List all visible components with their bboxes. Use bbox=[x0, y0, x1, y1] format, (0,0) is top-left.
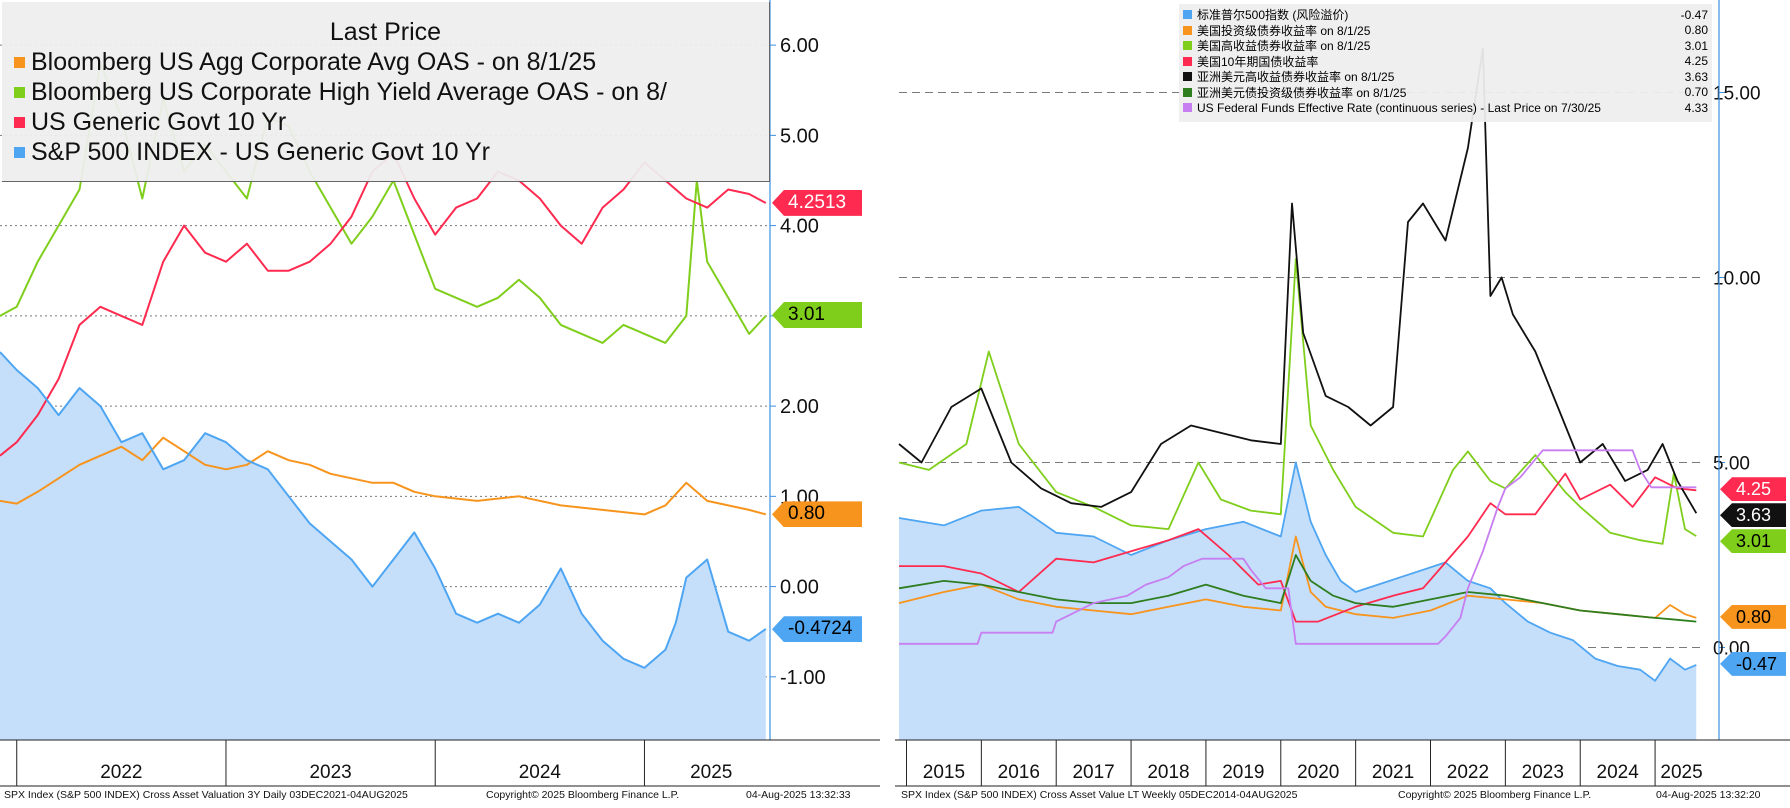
x-tick-label: 2023 bbox=[1522, 762, 1564, 783]
x-tick-label: 2020 bbox=[1297, 762, 1339, 783]
right-legend: 标准普尔500指数 (风险溢价) -0.47 美国投资级债券收益率 on 8/1/2… bbox=[1179, 4, 1712, 122]
last-value-badge: 0.80 bbox=[772, 501, 862, 528]
legend-swatch bbox=[14, 116, 25, 128]
x-tick-label: 2021 bbox=[1372, 762, 1414, 783]
series-6-line bbox=[899, 449, 1697, 645]
left-footer-timestamp: 04-Aug-2025 13:32:33 bbox=[746, 789, 851, 801]
legend-item: 美国10年期国债收益率 4.25 bbox=[1183, 54, 1708, 70]
left-footer-source: SPX Index (S&P 500 INDEX) Cross Asset Va… bbox=[4, 789, 408, 801]
last-value-badge: -0.4724 bbox=[772, 616, 862, 643]
legend-swatch bbox=[1183, 103, 1192, 113]
series-0-line bbox=[0, 436, 767, 516]
last-value-badge: 3.01 bbox=[772, 301, 862, 328]
last-value-badge: 4.25 bbox=[1720, 477, 1786, 502]
y-tick-label: 6.00 bbox=[780, 35, 819, 57]
right-footer-timestamp: 04-Aug-2025 13:32:20 bbox=[1656, 789, 1761, 801]
x-tick-label: 2022 bbox=[1447, 762, 1489, 783]
y-tick-label: 2.00 bbox=[780, 396, 819, 418]
series-area-fill bbox=[0, 352, 766, 740]
last-value-badge: -0.47 bbox=[1720, 651, 1786, 676]
y-tick-label: 10.00 bbox=[1713, 269, 1761, 290]
legend-label: US Generic Govt 10 Yr bbox=[31, 107, 287, 136]
legend-item: 美国高收益债券收益率 on 8/1/25 3.01 bbox=[1183, 38, 1708, 54]
legend-swatch bbox=[1183, 72, 1192, 82]
legend-label: 美国高收益债券收益率 on 8/1/25 bbox=[1197, 39, 1371, 54]
x-tick-label: 2018 bbox=[1147, 762, 1189, 783]
legend-value: 0.80 bbox=[1684, 23, 1708, 38]
last-value-badge: 3.01 bbox=[1720, 529, 1786, 554]
legend-item: US Federal Funds Effective Rate (continu… bbox=[1183, 100, 1708, 116]
legend-swatch bbox=[14, 86, 25, 98]
left-chart-panel: 6.005.004.003.002.001.000.00-1.002022202… bbox=[0, 0, 880, 808]
x-tick-label: 2024 bbox=[1597, 762, 1640, 783]
legend-item: 美国投资级债券收益率 on 8/1/25 0.80 bbox=[1183, 23, 1708, 39]
left-footer-copyright: Copyright© 2025 Bloomberg Finance L.P. bbox=[486, 789, 680, 801]
legend-label: S&P 500 INDEX - US Generic Govt 10 Yr bbox=[31, 137, 490, 166]
legend-item: 亚洲美元高收益债券收益率 on 8/1/25 3.63 bbox=[1183, 69, 1708, 85]
series-4-line bbox=[898, 47, 1698, 514]
legend-swatch bbox=[1183, 87, 1192, 97]
last-value-badge: 3.63 bbox=[1720, 503, 1786, 528]
legend-value: 4.33 bbox=[1684, 100, 1708, 115]
legend-item: S&P 500 INDEX - US Generic Govt 10 Yr bbox=[14, 137, 769, 167]
series-0-line bbox=[898, 461, 1697, 682]
last-value-badge: 0.80 bbox=[1720, 604, 1786, 629]
y-tick-label: 15.00 bbox=[1713, 84, 1761, 105]
x-tick-label: 2017 bbox=[1072, 762, 1114, 783]
right-footer-copyright: Copyright© 2025 Bloomberg Finance L.P. bbox=[1398, 789, 1592, 801]
last-value-badge: 4.2513 bbox=[772, 189, 862, 216]
legend-value: -0.47 bbox=[1680, 7, 1708, 22]
x-tick-label: 2019 bbox=[1222, 762, 1264, 783]
legend-label: 亚洲美元债投资级债券收益率 on 8/1/25 bbox=[1197, 85, 1407, 100]
legend-label: Bloomberg US Agg Corporate Avg OAS - on … bbox=[31, 47, 597, 76]
legend-label: 美国投资级债券收益率 on 8/1/25 bbox=[1197, 23, 1371, 38]
x-tick-label: 2015 bbox=[923, 762, 965, 783]
left-legend: Last Price Bloomberg US Agg Corporate Av… bbox=[2, 2, 770, 182]
series-2-line bbox=[898, 258, 1697, 545]
legend-swatch bbox=[1183, 56, 1192, 66]
x-tick-label: 2016 bbox=[998, 762, 1040, 783]
legend-swatch bbox=[1183, 41, 1192, 51]
right-chart-panel: 15.00 10.00 5.00 0.00 2015 2016 2017 2018 2019 20… bbox=[895, 0, 1790, 808]
x-tick-label: 2023 bbox=[309, 762, 351, 783]
legend-item: 亚洲美元债投资级债券收益率 on 8/1/25 0.70 bbox=[1183, 85, 1708, 101]
legend-item: Bloomberg US Agg Corporate Avg OAS - on … bbox=[14, 47, 769, 77]
legend-value: 3.63 bbox=[1684, 69, 1708, 84]
left-legend-title: Last Price bbox=[329, 18, 442, 46]
y-tick-label: 0.00 bbox=[780, 577, 819, 599]
series-5-line bbox=[898, 554, 1697, 623]
x-tick-label: 2024 bbox=[519, 762, 562, 783]
legend-item: 标准普尔500指数 (风险溢价) -0.47 bbox=[1183, 7, 1708, 23]
y-tick-label: -1.00 bbox=[780, 667, 826, 689]
legend-label: 美国10年期国债收益率 bbox=[1197, 54, 1319, 69]
legend-swatch bbox=[14, 56, 25, 68]
legend-value: 3.01 bbox=[1684, 38, 1708, 53]
legend-swatch bbox=[1183, 10, 1192, 20]
legend-label: 亚洲美元高收益债券收益率 on 8/1/25 bbox=[1197, 70, 1395, 85]
legend-label: US Federal Funds Effective Rate (continu… bbox=[1197, 100, 1601, 115]
x-tick-label: 2025 bbox=[1660, 762, 1702, 783]
x-tick-label: 2025 bbox=[690, 762, 732, 783]
legend-item: Bloomberg US Corporate High Yield Averag… bbox=[14, 77, 769, 107]
series-3-line bbox=[899, 472, 1697, 623]
right-footer-source: SPX Index (S&P 500 INDEX) Cross Asset Va… bbox=[901, 789, 1298, 801]
legend-swatch bbox=[1183, 25, 1192, 35]
legend-swatch bbox=[14, 146, 25, 158]
y-tick-label: 5.00 bbox=[780, 125, 819, 147]
series-area-fill bbox=[899, 462, 1697, 740]
legend-label: Bloomberg US Corporate High Yield Averag… bbox=[31, 77, 667, 106]
legend-value: 4.25 bbox=[1684, 54, 1708, 69]
legend-item: US Generic Govt 10 Yr bbox=[14, 107, 769, 137]
x-tick-label: 2022 bbox=[100, 762, 142, 783]
series-3-line bbox=[0, 351, 767, 669]
y-tick-label: 5.00 bbox=[1713, 454, 1750, 475]
legend-label: 标准普尔500指数 (风险溢价) bbox=[1197, 8, 1349, 23]
y-tick-label: 4.00 bbox=[780, 216, 819, 238]
legend-value: 0.70 bbox=[1684, 85, 1708, 100]
